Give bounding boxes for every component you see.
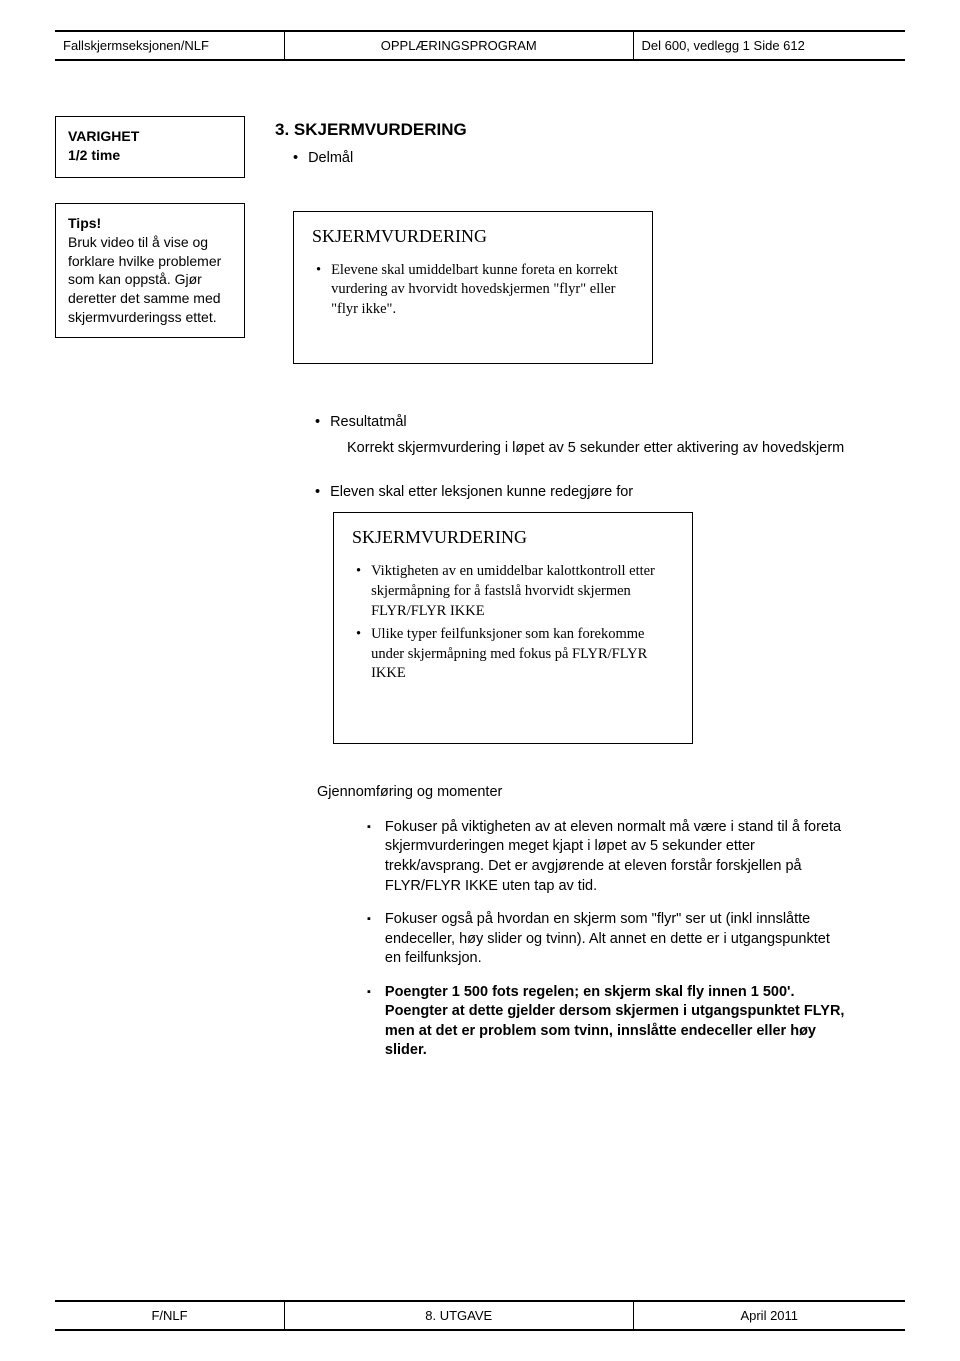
box2-title: SKJERMVURDERING	[352, 527, 674, 548]
square-bullet-icon	[367, 910, 371, 969]
sidebox-tips: Tips! Bruk video til å vise og forklare …	[55, 203, 245, 338]
gjennom-title: Gjennomføring og momenter	[317, 784, 845, 800]
tips-text: Bruk video til å vise og forklare hvilke…	[68, 233, 232, 327]
row-tips-box1: Tips! Bruk video til å vise og forklare …	[55, 203, 905, 365]
resultatmal-label: Resultatmål	[330, 414, 407, 430]
gjennom-item-1: Fokuser også på hvordan en skjerm som "f…	[291, 910, 845, 969]
square-bullet-icon	[367, 983, 371, 1061]
eleven-label: Eleven skal etter leksjonen kunne redegj…	[330, 484, 633, 500]
bullet-icon	[356, 625, 361, 684]
square-bullet-icon	[367, 818, 371, 896]
bullet-icon	[356, 562, 361, 621]
bullet-icon	[315, 484, 320, 500]
sidebox-varighet: VARIGHET 1/2 time	[55, 116, 245, 178]
delmaal-bullet: Delmål	[275, 150, 905, 166]
box1-col: SKJERMVURDERING Elevene skal umiddelbart…	[275, 203, 905, 365]
resultatmal-bullet: Resultatmål	[315, 414, 905, 430]
header-center: OPPLÆRINGSPROGRAM	[285, 31, 634, 60]
heading-col: 3. SKJERMVURDERING Delmål	[275, 116, 905, 176]
box2-wrap: SKJERMVURDERING Viktigheten av en umidde…	[315, 512, 905, 743]
document-page: Fallskjermseksjonen/NLF OPPLÆRINGSPROGRA…	[0, 0, 960, 1361]
row-heading: VARIGHET 1/2 time 3. SKJERMVURDERING Del…	[55, 116, 905, 178]
resultatmal-text: Korrekt skjermvurdering i løpet av 5 sek…	[347, 440, 905, 456]
footer-center: 8. UTGAVE	[285, 1301, 634, 1330]
eleven-bullet: Eleven skal etter leksjonen kunne redegj…	[315, 484, 905, 500]
varighet-text: 1/2 time	[68, 146, 232, 165]
box2-bullet-1-text: Ulike typer feilfunksjoner som kan forek…	[371, 625, 674, 684]
section-heading: 3. SKJERMVURDERING	[275, 120, 905, 140]
bullet-icon	[293, 150, 298, 166]
page-header: Fallskjermseksjonen/NLF OPPLÆRINGSPROGRA…	[55, 30, 905, 61]
delmaal-label: Delmål	[308, 150, 353, 166]
box-skjermvurdering-2: SKJERMVURDERING Viktigheten av en umidde…	[333, 512, 693, 743]
box2-bullet-0-text: Viktigheten av en umiddelbar kalottkontr…	[371, 562, 674, 621]
page-footer: F/NLF 8. UTGAVE April 2011	[55, 1300, 905, 1331]
box-skjermvurdering-1: SKJERMVURDERING Elevene skal umiddelbart…	[293, 211, 653, 365]
bullet-icon	[315, 414, 320, 430]
varighet-title: VARIGHET	[68, 127, 232, 146]
footer-right: April 2011	[633, 1301, 905, 1330]
box1-bullet: Elevene skal umiddelbart kunne foreta en…	[312, 261, 634, 320]
bullet-icon	[316, 261, 321, 320]
gjennom-item-2: Poengter 1 500 fots regelen; en skjerm s…	[291, 983, 845, 1061]
footer-left: F/NLF	[55, 1301, 285, 1330]
gjennom-item-0: Fokuser på viktigheten av at eleven norm…	[291, 818, 845, 896]
header-left: Fallskjermseksjonen/NLF	[55, 31, 285, 60]
eleven-block: Eleven skal etter leksjonen kunne redegj…	[315, 484, 905, 500]
box2-bullet-1: Ulike typer feilfunksjoner som kan forek…	[352, 625, 674, 684]
box1-title: SKJERMVURDERING	[312, 226, 634, 247]
gjennom-item-1-text: Fokuser også på hvordan en skjerm som "f…	[385, 910, 845, 969]
box1-bullet-text: Elevene skal umiddelbart kunne foreta en…	[331, 261, 634, 320]
resultatmal-block: Resultatmål Korrekt skjermvurdering i lø…	[315, 414, 905, 456]
gjennomforing-block: Gjennomføring og momenter Fokuser på vik…	[291, 784, 845, 1061]
box2-bullet-0: Viktigheten av en umiddelbar kalottkontr…	[352, 562, 674, 621]
tips-title: Tips!	[68, 214, 232, 233]
gjennom-item-2-text: Poengter 1 500 fots regelen; en skjerm s…	[385, 983, 845, 1061]
gjennom-item-0-text: Fokuser på viktigheten av at eleven norm…	[385, 818, 845, 896]
header-right: Del 600, vedlegg 1 Side 612	[633, 31, 905, 60]
